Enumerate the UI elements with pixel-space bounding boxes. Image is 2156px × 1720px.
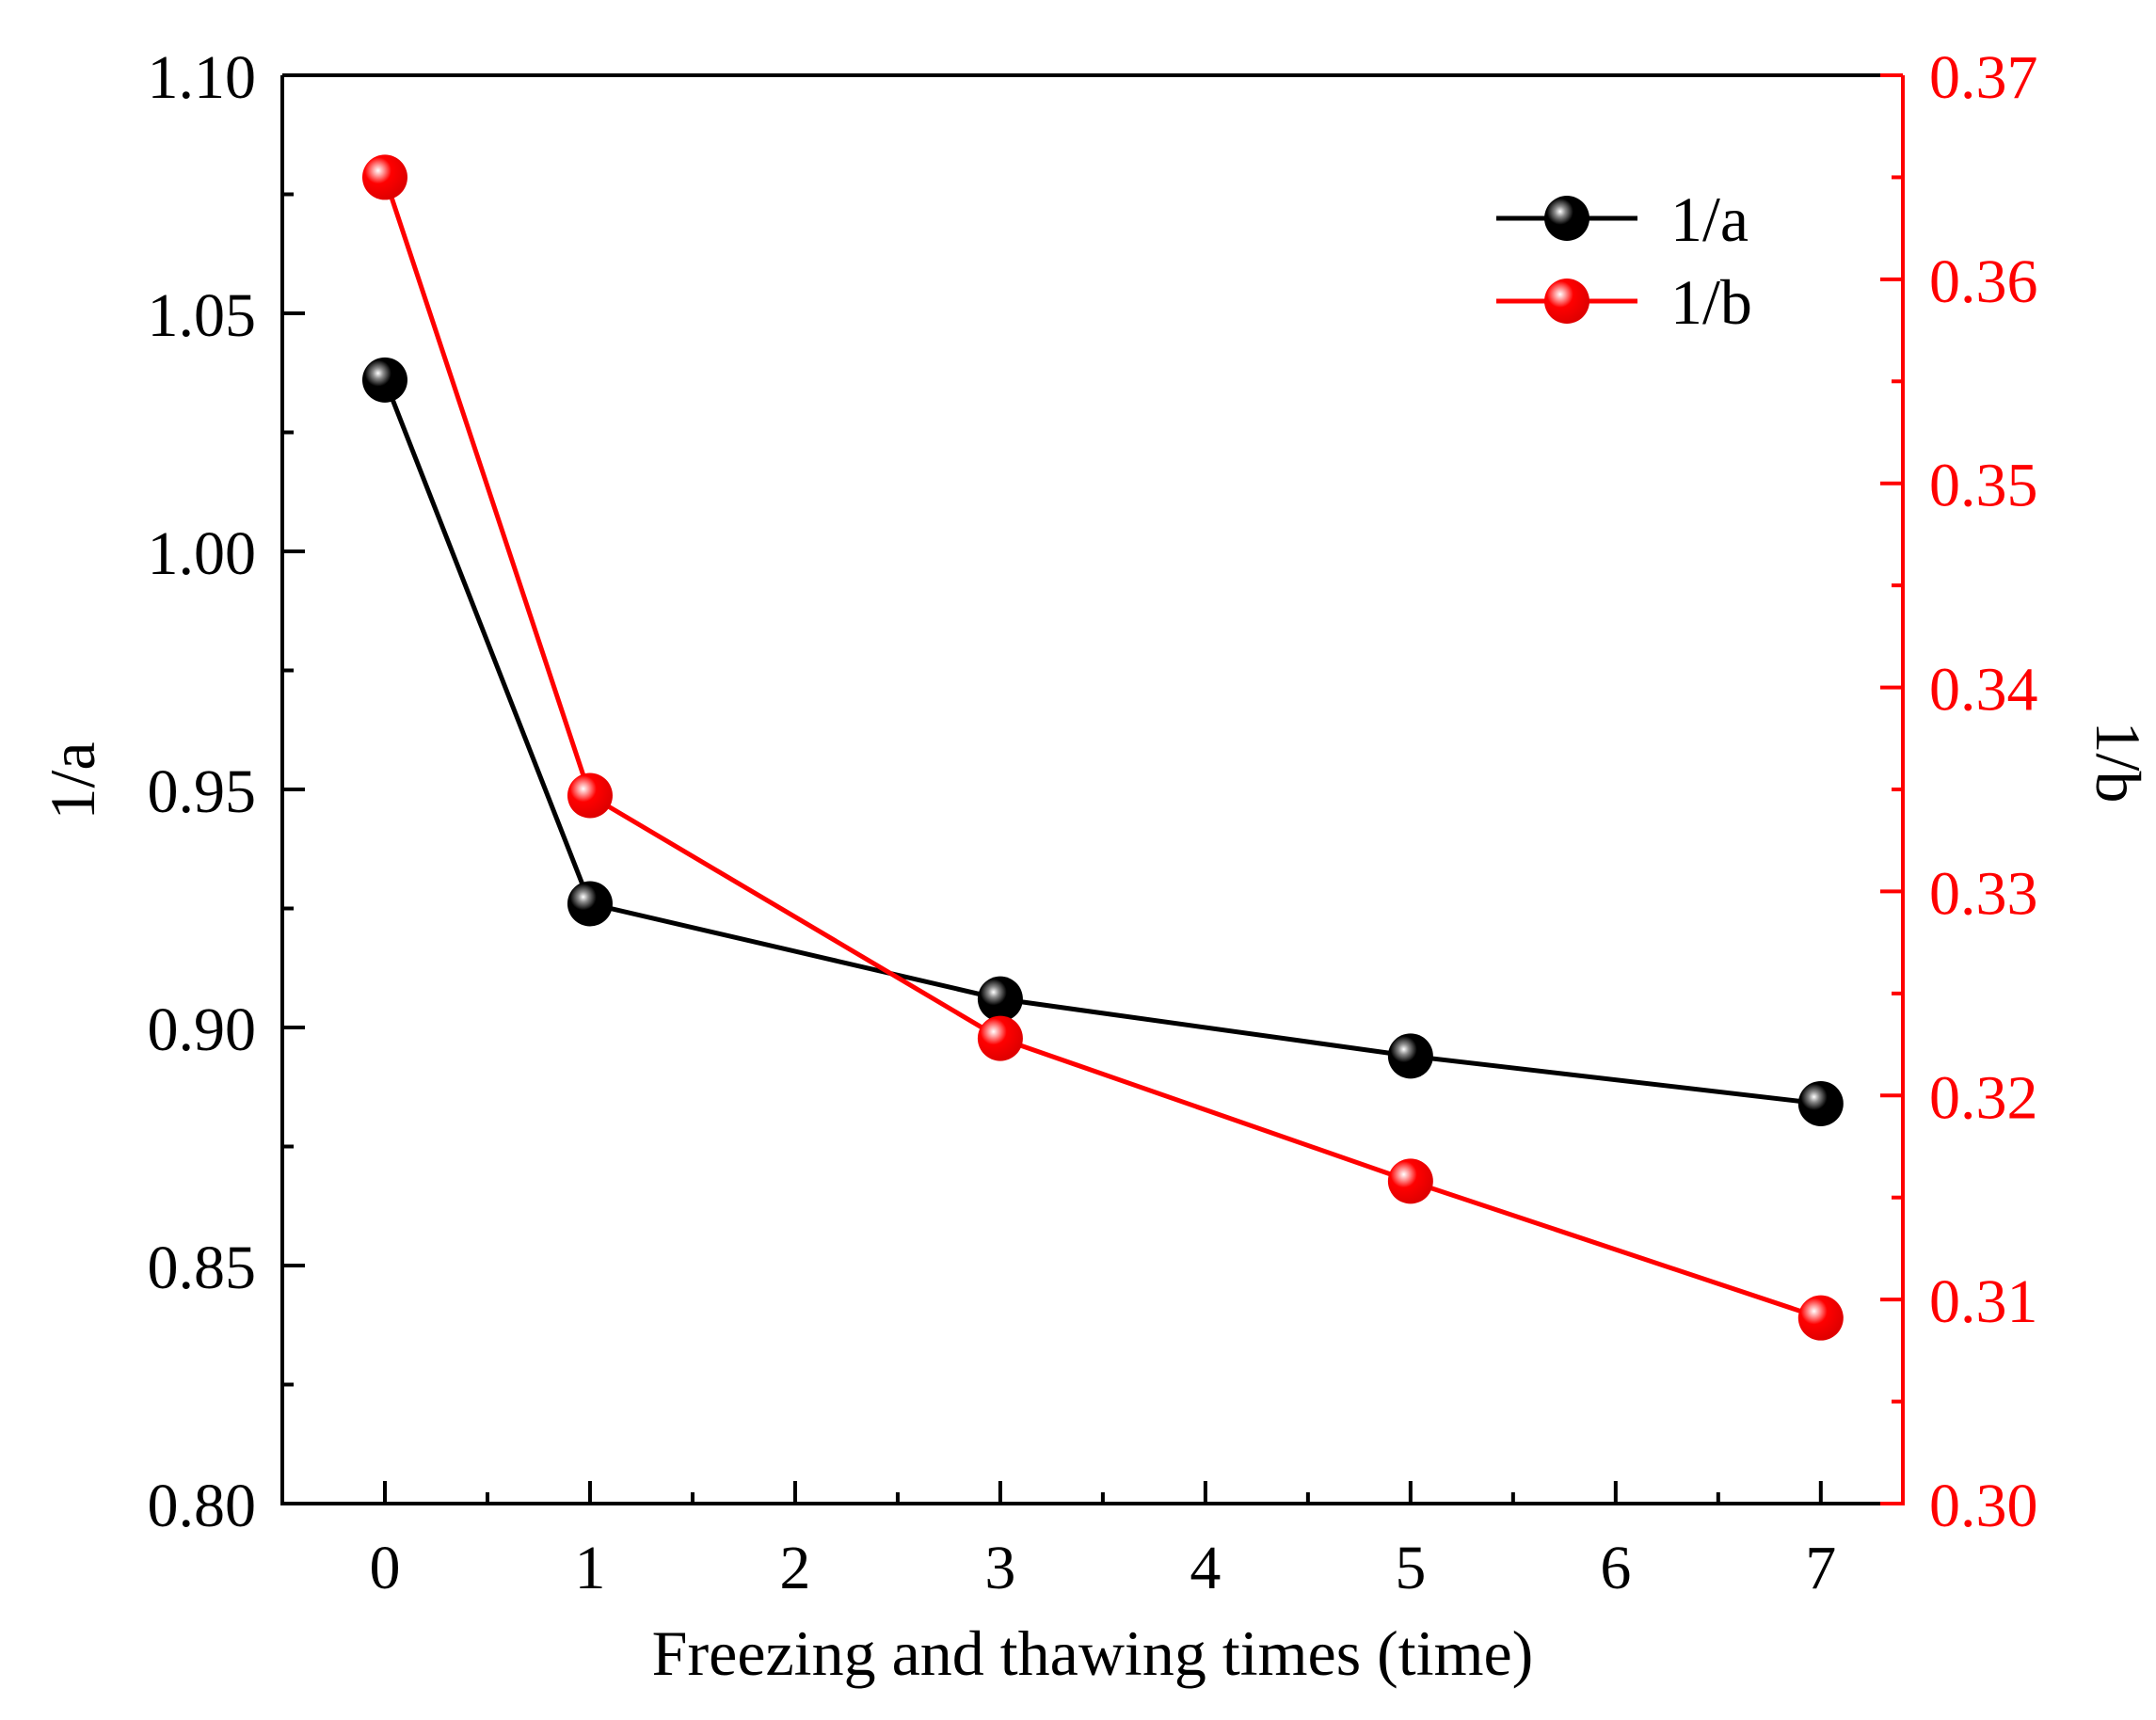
x-tick-label: 7 [1805, 1534, 1836, 1602]
y-right-tick-label: 0.32 [1929, 1063, 2038, 1132]
data-point-1a [567, 881, 613, 927]
series-1b [361, 154, 1844, 1341]
y-left-tick-label: 0.85 [148, 1234, 257, 1302]
legend-marker-1a [1544, 196, 1589, 241]
y-right-tick-label: 0.31 [1929, 1267, 2038, 1336]
y-right-tick-label: 0.30 [1929, 1472, 2038, 1540]
x-tick-label: 0 [369, 1534, 400, 1602]
x-tick-label: 2 [779, 1534, 810, 1602]
y-left-tick-label: 1.10 [148, 43, 257, 112]
y-axis-right-ticks: 0.30 0.31 0.32 0.33 0.34 0.35 0.36 0.37 [1880, 43, 2038, 1540]
data-point-1b [1797, 1295, 1844, 1341]
x-tick-label: 5 [1395, 1534, 1426, 1602]
legend-label-1a: 1/a [1670, 183, 1749, 255]
y-right-tick-label: 0.34 [1929, 656, 2038, 725]
series-line-1b [382, 176, 1822, 1321]
series-line-1a [382, 378, 1822, 1107]
y-right-tick-label: 0.36 [1929, 247, 2038, 316]
data-point-1a [361, 357, 407, 403]
y-right-tick-label: 0.35 [1929, 452, 2038, 520]
x-axis-ticks: 0 1 2 3 4 5 6 7 [369, 1481, 1836, 1602]
data-point-1a [1387, 1033, 1433, 1079]
data-point-1b [1387, 1158, 1433, 1204]
data-point-1a [1797, 1080, 1844, 1126]
y-left-tick-label: 0.95 [148, 757, 257, 826]
y-axis-left-ticks: 0.80 0.85 0.90 0.95 1.00 1.05 1.10 [148, 43, 305, 1540]
x-tick-label: 6 [1600, 1534, 1631, 1602]
x-tick-label: 4 [1190, 1534, 1221, 1602]
legend-marker-1b [1544, 279, 1589, 324]
data-point-1b [977, 1015, 1023, 1061]
legend-label-1b: 1/b [1670, 266, 1752, 338]
data-point-1b [361, 154, 407, 200]
y-left-tick-label: 0.90 [148, 995, 257, 1064]
x-axis-title: Freezing and thawing times (time) [652, 1617, 1534, 1689]
y-axis-left-title: 1/a [37, 741, 108, 820]
x-tick-label: 1 [574, 1534, 605, 1602]
y-left-tick-label: 1.05 [148, 281, 257, 350]
data-point-1a [977, 976, 1023, 1022]
y-right-tick-label: 0.33 [1929, 859, 2038, 928]
y-right-tick-label: 0.37 [1929, 43, 2038, 112]
y-axis-right-title: 1/b [2083, 722, 2154, 804]
y-left-tick-label: 0.80 [148, 1472, 257, 1540]
y-left-tick-label: 1.00 [148, 519, 257, 588]
data-point-1b [567, 772, 613, 819]
legend: 1/a 1/b [1496, 183, 1752, 338]
series-1a [361, 357, 1844, 1126]
x-tick-label: 3 [984, 1534, 1015, 1602]
